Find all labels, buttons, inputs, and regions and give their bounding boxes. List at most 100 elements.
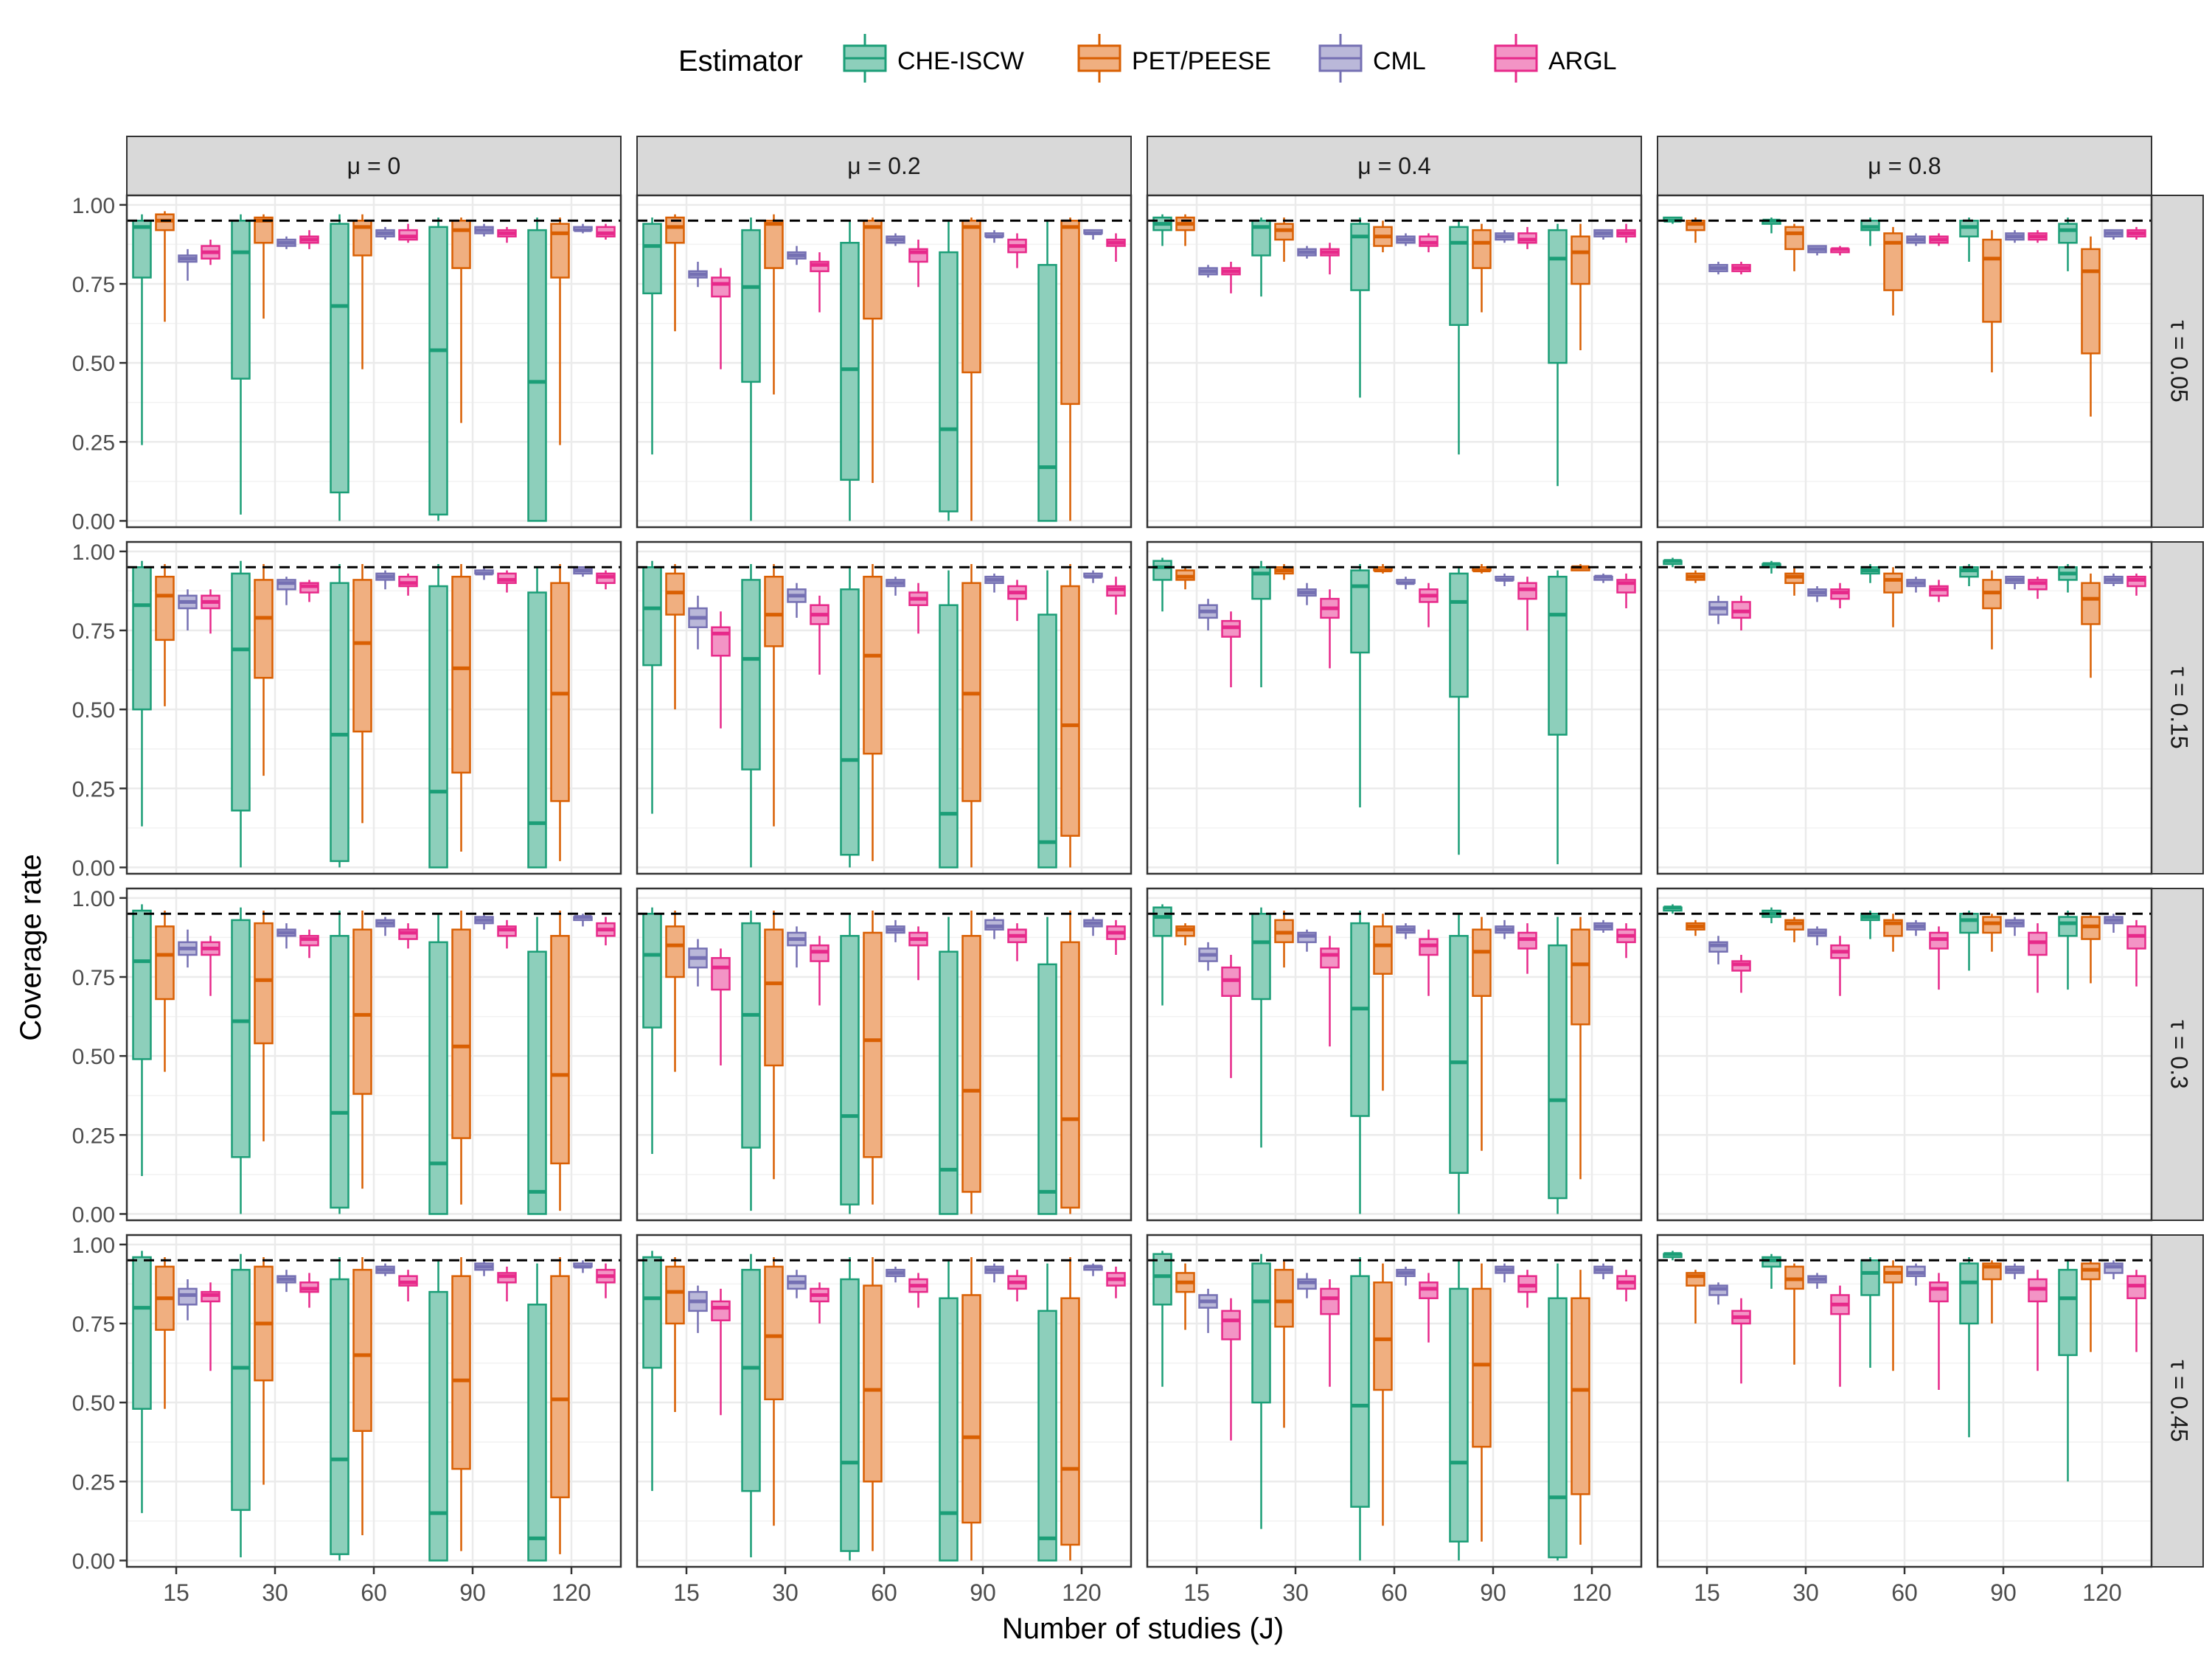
- box-che-iscw: [939, 570, 959, 869]
- box-cml: [1906, 233, 1926, 246]
- box-iqr: [939, 950, 959, 1215]
- box-iqr: [1373, 925, 1393, 975]
- box-iqr: [840, 242, 860, 481]
- box-argl: [1106, 1266, 1126, 1298]
- x-tick-label: 15: [1694, 1579, 1720, 1606]
- box-iqr: [1784, 226, 1804, 251]
- box-pet-peese: [665, 911, 685, 1072]
- box-iqr: [527, 1304, 547, 1562]
- box-cml: [375, 917, 395, 936]
- box-pet-peese: [451, 218, 471, 423]
- box-argl: [201, 240, 220, 265]
- box-argl: [1830, 246, 1850, 256]
- col-strip: [636, 136, 1132, 196]
- box-pet-peese: [764, 911, 784, 1180]
- box-argl: [1106, 919, 1126, 955]
- box-iqr: [1251, 1262, 1271, 1404]
- box-pet-peese: [1686, 919, 1705, 936]
- box-argl: [497, 1266, 517, 1301]
- x-tick-label: 120: [1572, 1579, 1611, 1606]
- box-iqr: [132, 220, 152, 279]
- box-argl: [497, 226, 517, 243]
- box-iqr: [1221, 1310, 1241, 1340]
- box-cml: [688, 939, 708, 987]
- box-pet-peese: [863, 564, 883, 861]
- box-che-iscw: [428, 564, 448, 869]
- panel-border: [636, 194, 1133, 529]
- legend-title: Estimator: [678, 45, 803, 77]
- facet-panel: [1656, 540, 2153, 875]
- box-argl: [2028, 577, 2048, 599]
- box-argl: [711, 268, 731, 369]
- box-argl: [1419, 929, 1439, 996]
- box-pet-peese: [2081, 573, 2101, 678]
- y-tick-label: 0.25: [72, 1124, 115, 1148]
- box-iqr: [2081, 248, 2101, 355]
- box-che-iscw: [1449, 567, 1469, 855]
- box-pet-peese: [352, 214, 372, 369]
- y-tick-label: 0.50: [72, 698, 115, 723]
- panel-border: [1146, 887, 1643, 1222]
- y-tick-label: 1.00: [72, 887, 115, 911]
- box-che-iscw: [1350, 911, 1370, 1214]
- box-che-iscw: [1959, 911, 1979, 971]
- box-cml: [276, 577, 296, 605]
- box-che-iscw: [1350, 564, 1370, 807]
- facet-panel: [1146, 194, 1643, 529]
- box-che-iscw: [1251, 1253, 1271, 1529]
- box-pet-peese: [1571, 223, 1590, 350]
- box-pet-peese: [1784, 917, 1804, 942]
- box-pet-peese: [550, 564, 570, 861]
- box-cml: [1593, 1263, 1613, 1279]
- box-che-iscw: [1663, 904, 1683, 914]
- box-argl: [908, 1273, 928, 1308]
- box-che-iscw: [527, 917, 547, 1215]
- box-che-iscw: [231, 560, 251, 868]
- y-tick-label: 1.00: [72, 1234, 115, 1258]
- facet-panel: [636, 540, 1133, 875]
- y-tick-label: 0.00: [72, 509, 115, 534]
- row-strip-label: τ = 0.3: [2166, 1020, 2193, 1089]
- facet-panel: [1656, 194, 2153, 529]
- box-che-iscw: [939, 1260, 959, 1562]
- x-tick-label: 60: [871, 1579, 897, 1606]
- box-iqr: [451, 1275, 471, 1470]
- box-che-iscw: [840, 914, 860, 1214]
- facet-panel: 0.00 0.25 0.50 0.75 1.00: [72, 887, 622, 1227]
- box-cml: [1198, 1288, 1218, 1333]
- box-iqr: [1571, 928, 1590, 1026]
- box-iqr: [764, 1265, 784, 1401]
- box-pet-peese: [1571, 917, 1590, 1180]
- box-che-iscw: [1959, 218, 1979, 262]
- box-argl: [1320, 243, 1340, 275]
- facet-panel: [1146, 887, 1643, 1222]
- panel-border: [1656, 540, 2153, 875]
- box-argl: [1221, 955, 1241, 1079]
- box-pet-peese: [863, 911, 883, 1205]
- box-iqr: [1883, 572, 1903, 594]
- y-tick-label: 0.50: [72, 352, 115, 376]
- box-cml: [787, 926, 807, 968]
- box-iqr: [1571, 1297, 1590, 1495]
- box-iqr: [1350, 569, 1370, 654]
- box-che-iscw: [642, 907, 662, 1154]
- box-argl: [1106, 577, 1126, 615]
- box-che-iscw: [1663, 557, 1683, 568]
- x-tick-label: 90: [1480, 1579, 1506, 1606]
- box-pet-peese: [1982, 570, 2002, 650]
- box-iqr: [2058, 1268, 2078, 1357]
- box-che-iscw: [840, 567, 860, 868]
- panel-border: [1146, 540, 1643, 875]
- box-iqr: [711, 957, 731, 991]
- x-tick-label: 30: [772, 1579, 799, 1606]
- box-argl: [1221, 1298, 1241, 1441]
- box-cml: [688, 1285, 708, 1333]
- box-iqr: [352, 579, 372, 733]
- box-argl: [2126, 226, 2146, 240]
- x-tick-label: 15: [673, 1579, 700, 1606]
- box-iqr: [550, 935, 570, 1165]
- box-iqr: [550, 1275, 570, 1498]
- box-cml: [1708, 595, 1728, 625]
- box-che-iscw: [1860, 1257, 1880, 1368]
